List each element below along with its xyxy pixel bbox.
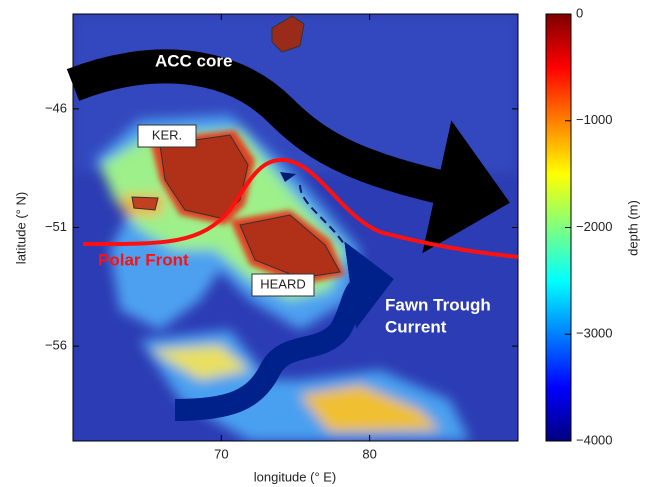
- colorbar-tick-label: −1000: [576, 112, 613, 127]
- x-axis-label: longitude (° E): [254, 469, 337, 484]
- polar-front-line: [82, 157, 519, 259]
- annotation: KER.: [152, 127, 182, 142]
- y-tick-label: −56: [45, 338, 67, 353]
- annotation: HEARD: [260, 276, 306, 291]
- acc-core-arrow: [66, 49, 510, 254]
- annotation: Polar Front: [98, 250, 189, 269]
- y-tick-label: −46: [45, 100, 67, 115]
- colorbar-tick-label: 0: [576, 5, 583, 20]
- colorbar-tick-label: −2000: [576, 219, 613, 234]
- annotation: Current: [385, 317, 447, 336]
- annotation: Fawn Trough: [385, 295, 491, 314]
- y-axis-label: latitude (° N): [13, 192, 28, 264]
- dashed-current-head: [280, 172, 296, 182]
- colorbar-tick-label: −3000: [576, 326, 613, 341]
- y-tick-label: −51: [45, 219, 67, 234]
- colorbar-tick-label: −4000: [576, 432, 613, 447]
- label-box: [251, 273, 315, 297]
- annotation: ACC core: [155, 51, 232, 70]
- colorbar-label: depth (m): [625, 200, 640, 256]
- label-box: [137, 124, 197, 148]
- dashed-current: [299, 184, 349, 251]
- x-tick-label: 80: [362, 446, 376, 461]
- x-tick-label: 70: [214, 446, 228, 461]
- fawn-trough-arrow: [174, 241, 394, 421]
